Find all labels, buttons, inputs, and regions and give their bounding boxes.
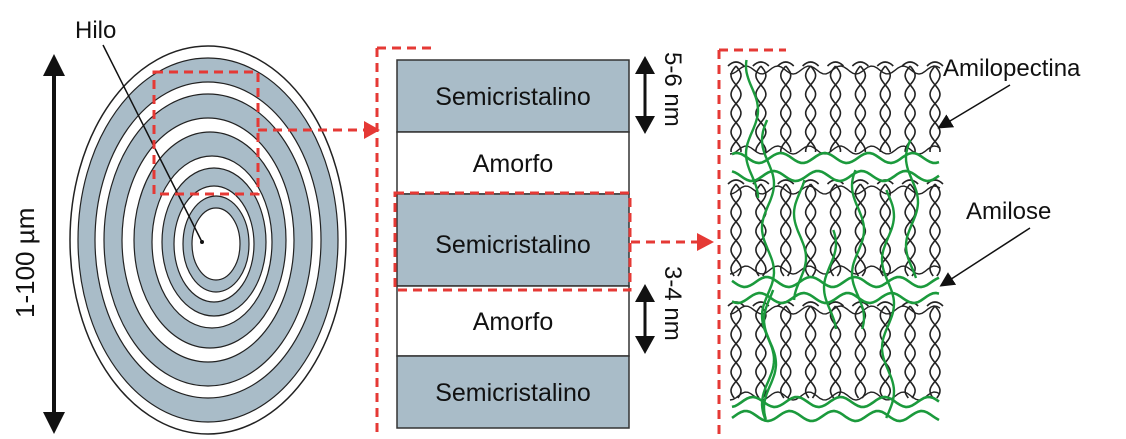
amylopectin-helix	[730, 305, 742, 399]
lamellae-stack	[396, 59, 630, 429]
amylopectin-helix	[804, 305, 817, 399]
amylopectin-helix	[804, 183, 817, 277]
amylopectin-helix	[879, 305, 892, 399]
amylose-chain	[731, 169, 940, 183]
amylopectin-helix	[829, 305, 842, 399]
amylopectin-helix	[904, 65, 916, 152]
amylopectin-helix	[804, 65, 817, 152]
dim-label-bottom: 3-4 nm	[659, 266, 686, 341]
amylopectin-helix	[854, 65, 867, 153]
amylopectin-helix	[879, 305, 892, 399]
amylopectin-helix	[929, 305, 941, 399]
amylopectin-helix	[929, 305, 941, 399]
amylose-strand	[904, 139, 920, 279]
amylopectin-branch-loops	[727, 61, 944, 67]
amilose-label: Amilose	[966, 198, 1051, 225]
amylopectin-helix	[804, 183, 817, 277]
amylopectin-helix	[730, 65, 742, 153]
amylopectin-helix	[755, 183, 767, 277]
lamella-selection-box	[393, 191, 632, 292]
amylopectin-helix	[730, 183, 742, 277]
amylopectin-helix	[854, 183, 867, 277]
band-semicristalino-3	[396, 355, 630, 429]
amylose-strand	[822, 229, 838, 330]
dim-arrow-bottom	[635, 284, 655, 354]
amylopectin-helix	[904, 183, 916, 277]
band-amorfo-2	[396, 285, 630, 357]
amylopectin-helix	[755, 65, 767, 152]
amylopectin-helix	[829, 183, 842, 277]
amylose-strand	[792, 179, 808, 301]
label-semicristalino-2: Semicristalino	[435, 231, 591, 259]
amylopectin-helix	[854, 183, 867, 277]
label-semicristalino-3: Semicristalino	[435, 379, 591, 407]
amylopectin-helix	[879, 65, 892, 152]
amylopectin-helix	[829, 65, 842, 153]
amilopectina-pointer	[937, 84, 1011, 129]
amylopectin-helix	[904, 305, 916, 399]
dim-label-top: 5-6 nm	[659, 52, 686, 127]
molecular-structure	[727, 59, 944, 423]
amylopectin-helix	[779, 183, 792, 277]
amylopectin-helix	[755, 183, 767, 277]
amylopectin-helix	[929, 65, 941, 153]
amylose-strand	[880, 189, 896, 419]
amylopectin-chain	[729, 65, 941, 75]
amylopectin-helix	[904, 305, 916, 399]
amylopectin-helix	[929, 183, 941, 277]
amylopectin-helix	[779, 305, 792, 399]
amylose-strand	[762, 289, 778, 420]
amylopectin-helix	[829, 65, 842, 153]
amylopectin-helix	[730, 183, 742, 277]
amylopectin-helix	[755, 305, 767, 399]
size-label: 1-100 µm	[10, 208, 40, 318]
amylopectin-helix	[854, 305, 867, 399]
amylose-chain	[731, 275, 940, 289]
dim-arrow-top	[635, 56, 655, 134]
amylopectin-helix	[730, 305, 742, 399]
amylose-chain	[731, 409, 940, 423]
amylopectin-helix	[779, 65, 792, 152]
amylopectin-helix	[904, 65, 916, 153]
amylopectin-helix	[804, 65, 817, 153]
amylopectin-helix	[929, 65, 941, 153]
band-semicristalino-2	[396, 193, 630, 287]
amilopectina-label: Amilopectina	[943, 55, 1081, 82]
amylopectin-helix	[879, 65, 892, 152]
amylopectin-helix	[879, 183, 892, 277]
amylopectin-helix	[929, 183, 941, 277]
amylopectin-helix	[779, 183, 792, 277]
amylose-strand	[850, 169, 866, 330]
label-amorfo-2: Amorfo	[473, 308, 554, 336]
label-semicristalino-1: Semicristalino	[435, 83, 591, 111]
amylopectin-helix	[779, 65, 792, 152]
band-amorfo-1	[396, 131, 630, 195]
amilose-pointer	[939, 227, 1031, 287]
amylopectin-helix	[730, 65, 742, 153]
amylose-strand	[744, 59, 760, 199]
amylopectin-helix	[779, 305, 792, 399]
amylopectin-helix	[854, 65, 867, 152]
amylopectin-chain	[729, 265, 941, 275]
granule	[69, 45, 347, 435]
hilo-label: Hilo	[75, 17, 116, 44]
granule-selection-box	[152, 70, 260, 196]
amylose-strand	[760, 119, 776, 421]
amylopectin-chain	[729, 185, 941, 195]
amylopectin-helix	[829, 305, 842, 399]
label-amorfo-1: Amorfo	[473, 150, 554, 178]
amylopectin-helix	[829, 183, 842, 277]
amylopectin-helix	[804, 305, 817, 399]
amylose-chain	[731, 395, 940, 409]
